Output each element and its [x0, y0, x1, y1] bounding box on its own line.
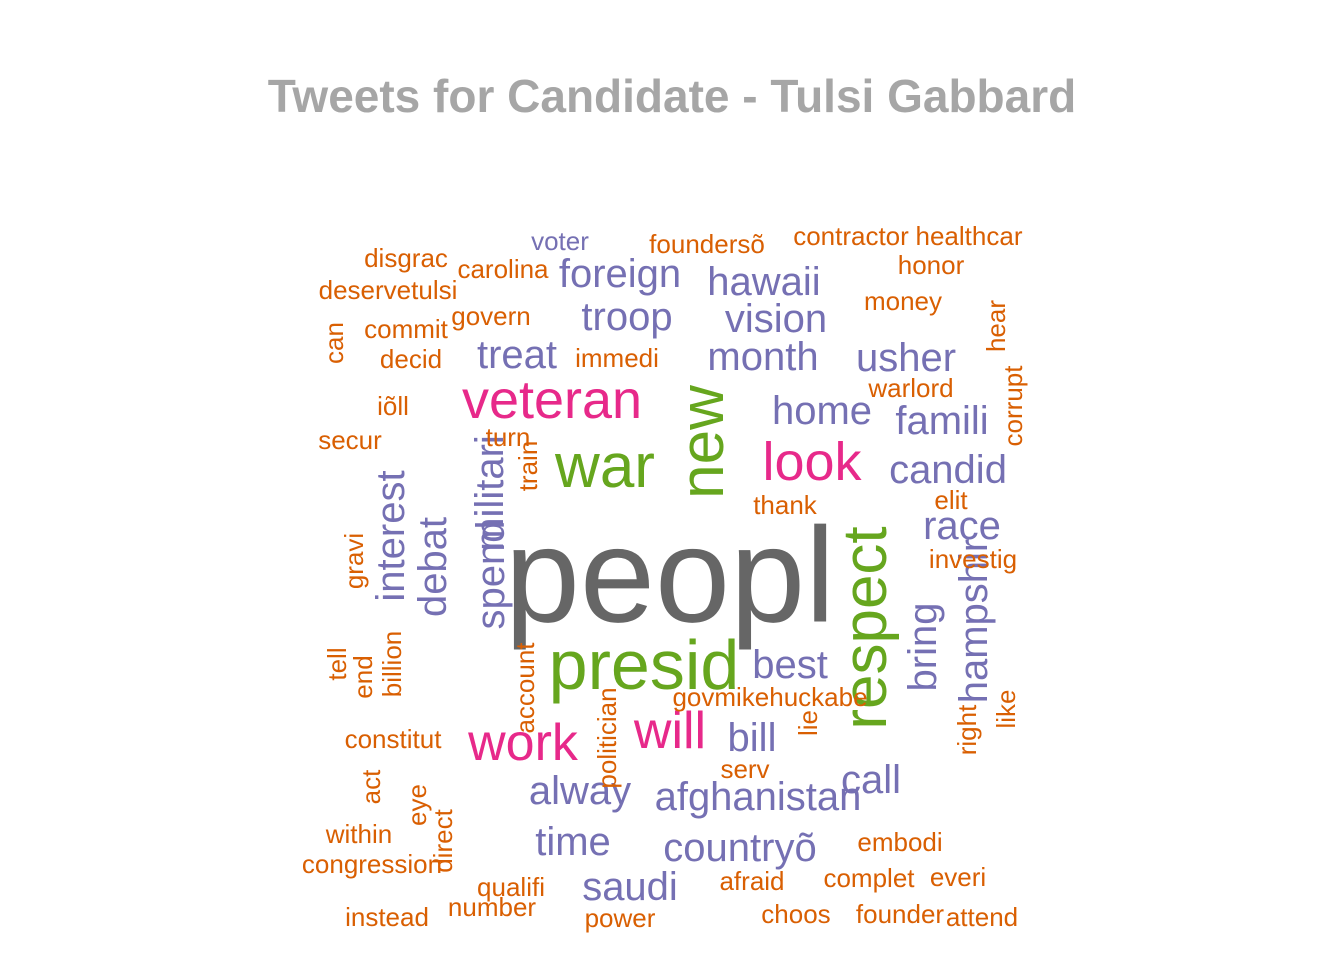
chart-title: Tweets for Candidate - Tulsi Gabbard — [267, 70, 1077, 122]
word-35: foundersõ — [649, 229, 765, 259]
word-82: power — [584, 903, 656, 933]
word-62: account — [510, 642, 540, 734]
word-61: billion — [377, 630, 407, 698]
word-12: vision — [724, 297, 828, 341]
word-37: healthcar — [915, 221, 1023, 251]
word-69: serv — [720, 754, 770, 784]
word-23: militari — [468, 435, 512, 551]
word-3: new — [668, 385, 737, 499]
word-10: hawaii — [707, 260, 821, 304]
word-30: afghanistan — [654, 775, 862, 819]
word-34: voter — [531, 226, 589, 256]
word-21: debat — [411, 516, 455, 618]
word-0: peopl — [504, 499, 836, 651]
word-18: candid — [889, 448, 1007, 492]
word-46: hear — [981, 299, 1011, 353]
word-31: time — [535, 820, 611, 864]
word-29: alway — [528, 769, 632, 813]
word-6: look — [762, 432, 862, 492]
word-54: train — [513, 440, 543, 492]
word-75: congression — [301, 849, 443, 879]
word-11: troop — [581, 295, 673, 339]
word-58: investig — [928, 544, 1018, 574]
word-45: can — [319, 322, 349, 364]
word-77: afraid — [719, 866, 785, 896]
word-38: disgrac — [364, 243, 448, 273]
word-64: govmikehuckabe — [672, 682, 868, 712]
word-84: founder — [855, 899, 945, 929]
word-83: choos — [761, 899, 831, 929]
word-57: gravi — [339, 532, 369, 590]
word-13: treat — [476, 333, 558, 377]
word-53: turn — [485, 422, 531, 452]
word-71: eye — [402, 784, 432, 826]
word-81: number — [447, 892, 537, 922]
word-26: best — [752, 643, 828, 687]
word-39: carolina — [457, 254, 549, 284]
word-9: foreign — [558, 252, 682, 296]
word-14: month — [707, 335, 819, 379]
word-85: attend — [945, 902, 1019, 932]
word-76: qualifi — [477, 872, 545, 902]
word-5: veteran — [461, 370, 643, 430]
word-50: iõll — [377, 391, 409, 421]
word-48: immedi — [575, 343, 659, 373]
word-59: tell — [322, 647, 352, 681]
word-42: money — [863, 286, 943, 316]
word-16: home — [771, 389, 873, 433]
word-65: lie — [793, 709, 823, 737]
word-28: call — [840, 758, 902, 802]
word-66: right — [952, 704, 982, 756]
word-56: thank — [753, 490, 817, 520]
word-1: presid — [548, 626, 740, 704]
word-60: end — [348, 655, 378, 699]
word-8: will — [633, 702, 707, 760]
word-41: deservetulsi — [318, 275, 458, 305]
word-52: secur — [318, 425, 382, 455]
word-51: corrupt — [998, 365, 1028, 447]
word-49: warlord — [868, 373, 954, 403]
word-78: complet — [823, 863, 915, 893]
word-80: instead — [345, 902, 429, 932]
word-19: race — [923, 504, 1001, 548]
word-15: usher — [855, 336, 957, 380]
word-68: politician — [592, 687, 622, 789]
word-40: honor — [897, 250, 965, 280]
word-55: elit — [934, 485, 968, 515]
word-33: saudi — [582, 865, 678, 909]
word-17: famili — [895, 399, 989, 443]
word-70: act — [356, 769, 386, 805]
word-74: embodi — [857, 827, 943, 857]
word-24: bring — [901, 602, 945, 692]
word-43: govern — [451, 301, 531, 331]
word-72: within — [325, 819, 393, 849]
word-32: countryõ — [663, 826, 817, 870]
word-36: contractor — [793, 221, 909, 251]
word-27: bill — [727, 716, 777, 760]
word-79: everi — [929, 862, 987, 892]
word-2: war — [555, 432, 655, 501]
word-44: commit — [364, 314, 448, 344]
word-67: constitut — [344, 724, 442, 754]
word-7: work — [468, 714, 578, 772]
word-47: decid — [379, 344, 443, 374]
word-63: like — [991, 689, 1021, 729]
word-20: interest — [369, 470, 413, 602]
